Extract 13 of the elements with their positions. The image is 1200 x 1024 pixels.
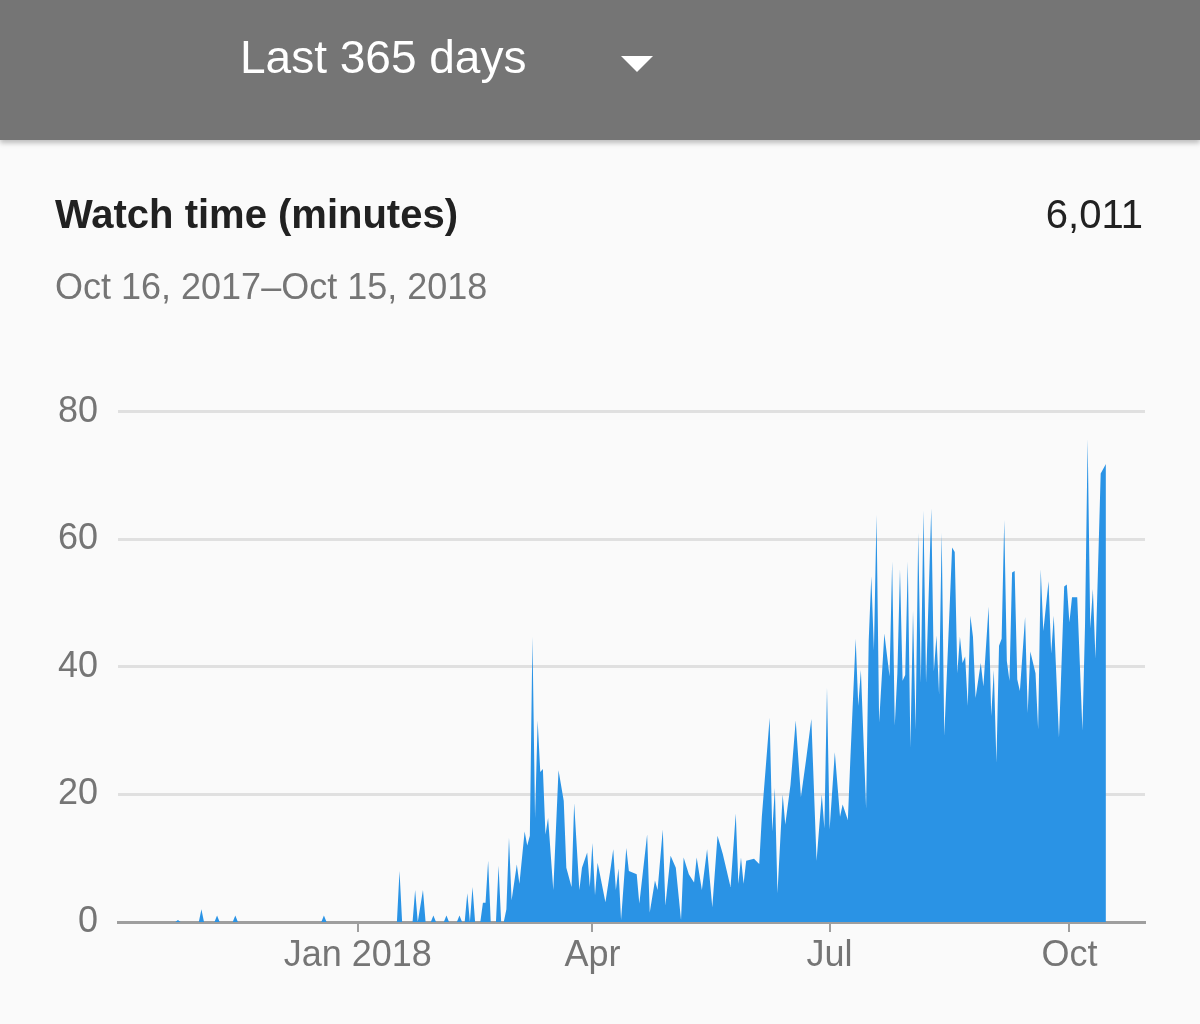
y-tick-label: 60 (57, 516, 98, 558)
chart-subtitle: Oct 16, 2017–Oct 15, 2018 (55, 266, 488, 308)
x-tick-label: Jan 2018 (283, 932, 432, 974)
text: Last 365 days (240, 30, 527, 84)
y-tick-label: 80 (57, 388, 98, 430)
chart-title: Watch time (minutes) (55, 192, 458, 237)
y-tick-label: 40 (57, 643, 98, 685)
x-tick-label: Oct (1041, 932, 1098, 974)
x-tick-label: Jul (806, 932, 853, 974)
y-tick-label: 20 (57, 771, 98, 813)
x-tick-label: Apr (564, 932, 621, 974)
text: 6,011 (1045, 192, 1143, 237)
y-tick-label: 0 (77, 898, 98, 940)
